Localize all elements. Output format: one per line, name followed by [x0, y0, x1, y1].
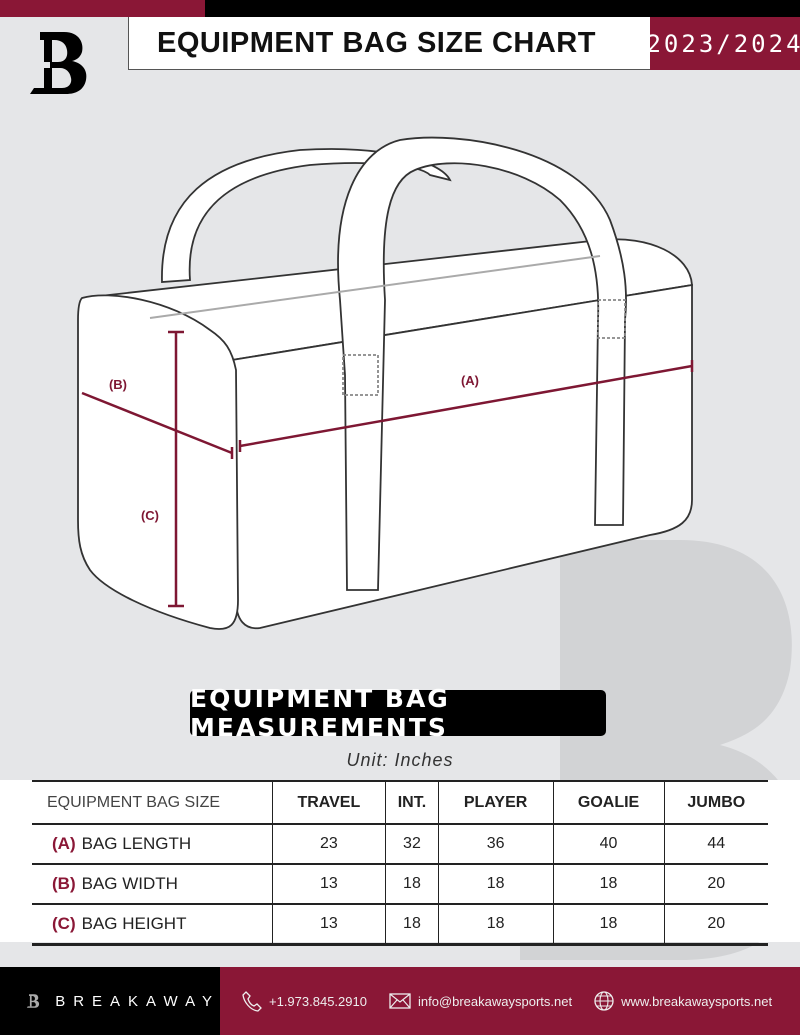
row-letter: (C) [52, 913, 76, 933]
table-row: (A) BAG LENGTH 23 32 36 40 44 [32, 823, 768, 864]
cell: 18 [437, 863, 554, 904]
cell: 18 [552, 903, 665, 946]
cell: 23 [271, 823, 386, 864]
bag-diagram: (A) (B) (C) [77, 136, 694, 630]
email-address: info@breakawaysports.net [417, 993, 573, 1009]
row-label: BAG WIDTH [81, 874, 178, 893]
corner-header: EQUIPMENT BAG SIZE [32, 780, 272, 824]
brand-name: BREAKAWAY [55, 992, 220, 1010]
column-header: INT. [385, 780, 439, 824]
cell: 20 [663, 903, 768, 946]
footer-contact: +1.973.845.2910 info@breakawaysports.net… [220, 967, 800, 1035]
phone-number: +1.973.845.2910 [269, 993, 367, 1009]
globe-icon [594, 991, 614, 1011]
row-label: BAG HEIGHT [81, 913, 187, 933]
footer-logo [26, 994, 40, 1008]
phone-icon [242, 991, 262, 1012]
column-header: JUMBO [663, 780, 768, 824]
cell: 44 [663, 823, 768, 864]
size-table-container: EQUIPMENT BAG SIZE TRAVEL INT. PLAYER GO… [0, 780, 800, 946]
row-letter: (A) [52, 834, 76, 853]
label-c: (C) [141, 508, 159, 523]
cell: 20 [663, 863, 768, 904]
footer-brand: BREAKAWAY [0, 967, 220, 1035]
label-b: (B) [109, 377, 127, 392]
cell: 40 [552, 823, 665, 864]
table-header-row: EQUIPMENT BAG SIZE TRAVEL INT. PLAYER GO… [32, 780, 768, 824]
page-title: EQUIPMENT BAG SIZE CHART [128, 17, 650, 70]
cell: 18 [437, 903, 554, 946]
cell: 32 [385, 823, 439, 864]
column-header: GOALIE [552, 780, 665, 824]
cell: 18 [385, 903, 439, 946]
brand-logo [30, 32, 87, 94]
phone-contact[interactable]: +1.973.845.2910 [242, 990, 367, 1012]
cell: 18 [552, 863, 665, 904]
mail-icon [389, 993, 411, 1009]
cell: 18 [385, 863, 439, 904]
website-url: www.breakawaysports.net [621, 993, 773, 1009]
row-label: BAG LENGTH [81, 834, 192, 853]
top-black-bar [205, 0, 800, 17]
season-badge: 2023/2024 [646, 17, 800, 70]
size-table: EQUIPMENT BAG SIZE TRAVEL INT. PLAYER GO… [32, 780, 768, 946]
label-a: (A) [461, 373, 479, 388]
email-contact[interactable]: info@breakawaysports.net [389, 993, 572, 1009]
table-row: (C) BAG HEIGHT 13 18 18 18 20 [32, 903, 768, 946]
top-accent-bar [0, 0, 205, 17]
table-row: (B) BAG WIDTH 13 18 18 18 20 [32, 863, 768, 904]
row-letter: (B) [52, 874, 76, 893]
column-header: TRAVEL [271, 780, 386, 824]
section-title: EQUIPMENT BAG MEASUREMENTS [190, 684, 606, 742]
cell: 36 [437, 823, 554, 864]
cell: 13 [271, 863, 386, 904]
column-header: PLAYER [437, 780, 554, 824]
cell: 13 [271, 903, 386, 946]
website-contact[interactable]: www.breakawaysports.net [594, 991, 772, 1011]
unit-label: Unit: Inches [346, 750, 454, 770]
